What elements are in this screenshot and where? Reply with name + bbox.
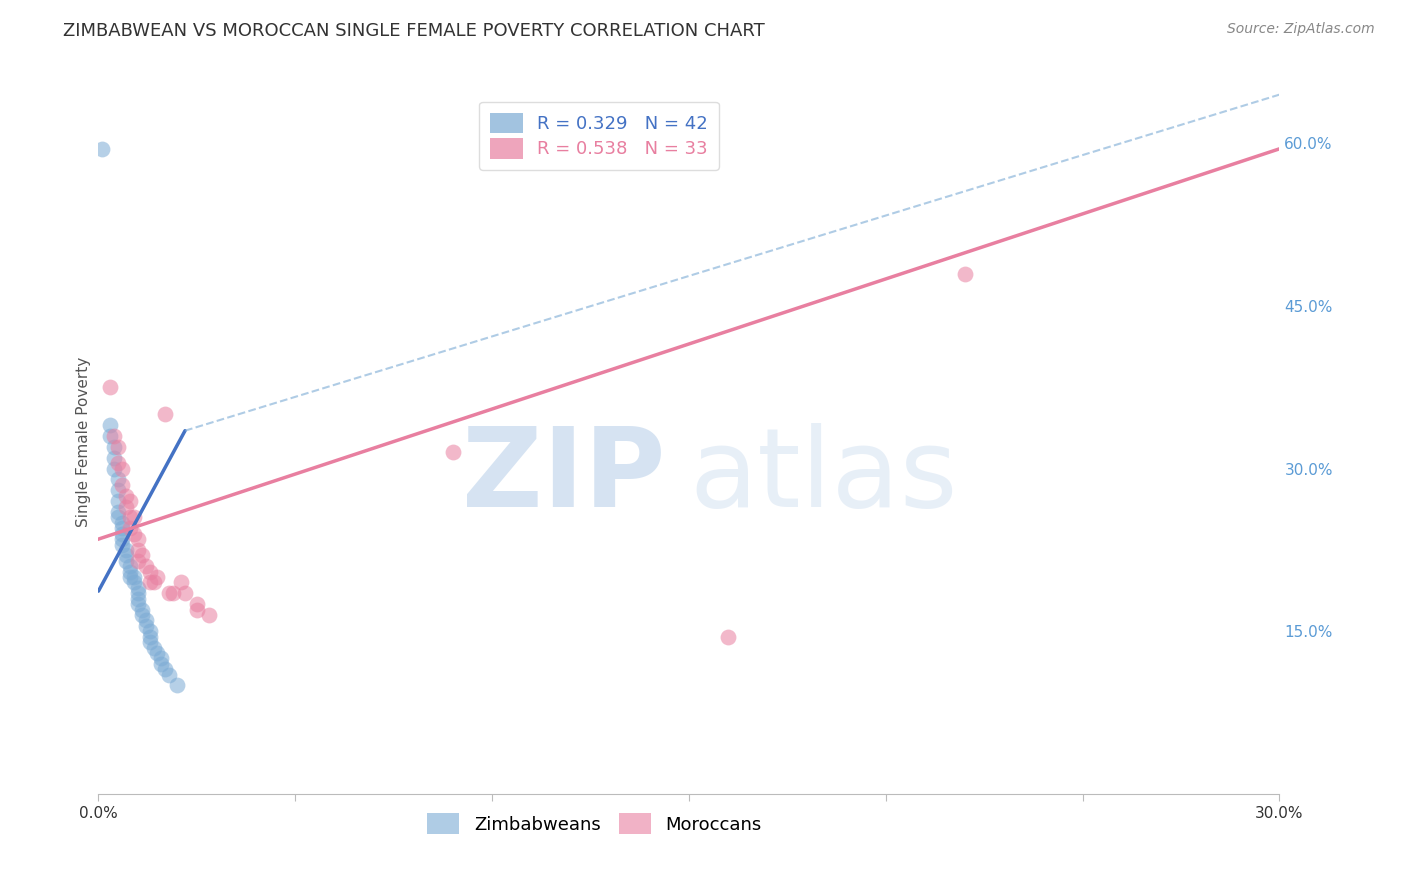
Point <box>115 549 138 563</box>
Point <box>103 461 125 475</box>
Point <box>150 651 173 665</box>
Point <box>103 429 125 443</box>
Point <box>717 630 740 644</box>
Point <box>122 510 145 524</box>
Point <box>138 630 160 644</box>
Point <box>118 559 141 574</box>
Point <box>186 602 208 616</box>
Point <box>142 575 165 590</box>
Point <box>162 586 184 600</box>
Point <box>131 602 153 616</box>
Text: Source: ZipAtlas.com: Source: ZipAtlas.com <box>1227 22 1375 37</box>
Point <box>98 418 121 433</box>
Point <box>122 526 145 541</box>
Point <box>107 510 129 524</box>
Point <box>111 537 134 551</box>
Point <box>127 597 149 611</box>
Point <box>138 635 160 649</box>
Point <box>111 516 134 530</box>
Point <box>111 478 134 492</box>
Point <box>107 494 129 508</box>
Point <box>107 473 129 487</box>
Point <box>98 429 121 443</box>
Point <box>157 667 180 681</box>
Point <box>138 575 160 590</box>
Point <box>115 500 138 514</box>
Point <box>127 543 149 558</box>
Point <box>107 483 129 498</box>
Point <box>135 619 157 633</box>
Point <box>103 450 125 465</box>
Point <box>166 678 188 692</box>
Point <box>157 586 180 600</box>
Point <box>127 532 149 546</box>
Point <box>131 607 153 622</box>
Point <box>111 526 134 541</box>
Point <box>127 581 149 595</box>
Point <box>115 554 138 568</box>
Point <box>138 624 160 639</box>
Point <box>953 267 976 281</box>
Point <box>118 510 141 524</box>
Point <box>135 614 157 628</box>
Point <box>146 570 169 584</box>
Point <box>138 565 160 579</box>
Point <box>115 489 138 503</box>
Point <box>131 549 153 563</box>
Text: ZIMBABWEAN VS MOROCCAN SINGLE FEMALE POVERTY CORRELATION CHART: ZIMBABWEAN VS MOROCCAN SINGLE FEMALE POV… <box>63 22 765 40</box>
Point <box>118 494 141 508</box>
Point <box>118 570 141 584</box>
Point <box>111 532 134 546</box>
Point <box>118 565 141 579</box>
Point <box>155 662 177 676</box>
Point <box>122 570 145 584</box>
Point <box>107 440 129 454</box>
Point <box>186 597 208 611</box>
Point <box>135 559 157 574</box>
Point <box>107 505 129 519</box>
Point <box>91 142 114 156</box>
Point <box>103 440 125 454</box>
Point <box>441 445 464 459</box>
Point <box>122 575 145 590</box>
Point <box>111 521 134 535</box>
Point <box>118 521 141 535</box>
Point <box>107 456 129 470</box>
Point <box>127 586 149 600</box>
Point <box>127 591 149 606</box>
Text: ZIP: ZIP <box>463 424 665 530</box>
Point <box>146 646 169 660</box>
Text: atlas: atlas <box>689 424 957 530</box>
Point <box>142 640 165 655</box>
Legend: Zimbabweans, Moroccans: Zimbabweans, Moroccans <box>420 806 769 841</box>
Point <box>111 461 134 475</box>
Point <box>127 554 149 568</box>
Point <box>150 657 173 671</box>
Point <box>115 543 138 558</box>
Point <box>98 380 121 394</box>
Point <box>174 586 197 600</box>
Point <box>155 408 177 422</box>
Point <box>170 575 193 590</box>
Point <box>197 607 219 622</box>
Y-axis label: Single Female Poverty: Single Female Poverty <box>76 357 91 526</box>
